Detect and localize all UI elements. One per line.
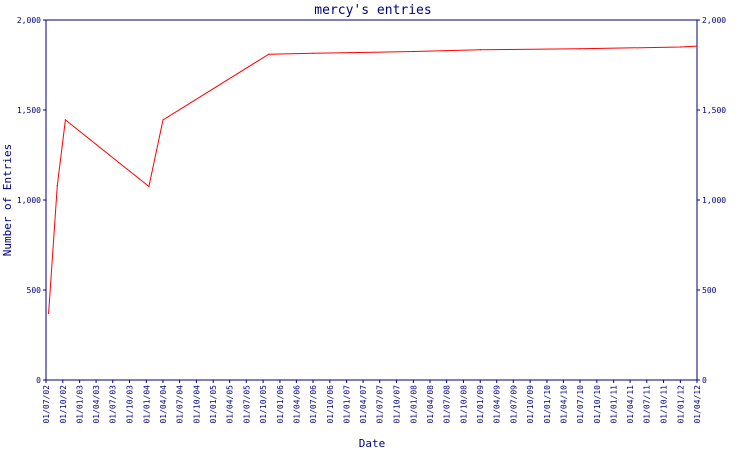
y-tick-right-label: 0 bbox=[702, 376, 707, 385]
x-tick-label: 01/10/05 bbox=[259, 385, 268, 424]
x-axis: 01/07/02 01/10/02 01/01/03 01/04/03 01/07/03… bbox=[42, 380, 702, 424]
x-tick-label: 01/07/11 bbox=[643, 385, 652, 424]
x-tick-label: 01/01/09 bbox=[476, 385, 485, 424]
entries-data-point bbox=[696, 45, 698, 47]
x-tick-label: 01/10/02 bbox=[59, 385, 68, 424]
x-tick-label: 01/04/05 bbox=[226, 385, 235, 424]
y-tick-right-label: 2,000 bbox=[702, 16, 726, 25]
x-tick-label: 01/01/05 bbox=[209, 385, 218, 424]
entries-data-point bbox=[64, 119, 66, 121]
x-tick-label: 01/10/03 bbox=[126, 385, 135, 424]
y-axis-right: 0 500 1,000 1,500 2,000 bbox=[697, 16, 726, 385]
series-layer bbox=[48, 45, 698, 314]
x-tick-label: 01/10/08 bbox=[459, 385, 468, 424]
entries-data-point bbox=[268, 53, 270, 55]
y-tick-left-label: 2,000 bbox=[17, 16, 41, 25]
y-tick-left-label: 1,000 bbox=[17, 196, 41, 205]
entries-data-point bbox=[312, 52, 314, 54]
x-tick-label: 01/01/06 bbox=[276, 385, 285, 424]
x-tick-label: 01/10/10 bbox=[593, 385, 602, 424]
x-tick-label: 01/01/12 bbox=[676, 385, 685, 424]
x-tick-label: 01/07/05 bbox=[242, 385, 251, 424]
plot-area-frame bbox=[45, 19, 698, 381]
x-tick-label: 01/04/12 bbox=[693, 385, 702, 424]
x-tick-label: 01/10/11 bbox=[660, 385, 669, 424]
x-tick-label: 01/07/10 bbox=[576, 385, 585, 424]
x-tick-label: 01/04/10 bbox=[559, 385, 568, 424]
y-tick-right-label: 500 bbox=[702, 286, 717, 295]
entries-data-point bbox=[412, 50, 414, 53]
x-tick-label: 01/01/07 bbox=[343, 385, 352, 424]
x-tick-label: 01/04/07 bbox=[359, 385, 368, 424]
entries-series-line bbox=[48, 45, 698, 314]
x-tick-label: 01/07/09 bbox=[509, 385, 518, 424]
entries-data-point bbox=[148, 185, 150, 188]
entries-data-point bbox=[162, 119, 164, 121]
x-tick-label: 01/07/07 bbox=[376, 385, 385, 424]
x-tick-label: 01/04/08 bbox=[426, 385, 435, 424]
x-tick-label: 01/04/03 bbox=[92, 385, 101, 424]
x-tick-label: 01/07/08 bbox=[443, 385, 452, 424]
x-tick-label: 01/04/06 bbox=[292, 385, 301, 424]
x-tick-label: 01/07/02 bbox=[42, 385, 51, 424]
chart-title: mercy's entries bbox=[314, 3, 431, 18]
y-axis-label: Number of Entries bbox=[1, 144, 14, 257]
x-tick-label: 01/01/03 bbox=[76, 385, 85, 424]
y-tick-left-label: 500 bbox=[27, 286, 42, 295]
x-tick-label: 01/10/07 bbox=[393, 385, 402, 424]
y-tick-right-label: 1,000 bbox=[702, 196, 726, 205]
x-tick-label: 01/01/10 bbox=[543, 385, 552, 424]
entries-data-point bbox=[48, 312, 50, 314]
x-tick-label: 01/04/04 bbox=[159, 385, 168, 424]
x-tick-label: 01/04/09 bbox=[493, 385, 502, 424]
x-axis-label: Date bbox=[359, 437, 386, 450]
entries-data-point bbox=[579, 48, 581, 50]
x-tick-label: 01/01/04 bbox=[142, 385, 151, 424]
x-tick-label: 01/07/03 bbox=[109, 385, 118, 424]
y-tick-left-label: 0 bbox=[36, 376, 41, 385]
x-tick-label: 01/07/06 bbox=[309, 385, 318, 424]
y-tick-right-label: 1,500 bbox=[702, 106, 726, 115]
entries-data-point bbox=[56, 185, 58, 187]
x-tick-label: 01/01/11 bbox=[610, 385, 619, 424]
entries-data-point bbox=[679, 46, 682, 48]
y-axis-left: 0 500 1,000 1,500 2,000 bbox=[17, 16, 46, 385]
entries-data-point bbox=[479, 49, 481, 51]
x-tick-label: 01/04/11 bbox=[626, 385, 635, 424]
x-tick-label: 01/07/04 bbox=[176, 385, 185, 424]
x-tick-label: 01/01/08 bbox=[409, 385, 418, 424]
y-tick-left-label: 1,500 bbox=[17, 106, 41, 115]
x-tick-label: 01/10/06 bbox=[326, 385, 335, 424]
x-tick-label: 01/10/09 bbox=[526, 385, 535, 424]
x-tick-label: 01/10/04 bbox=[192, 385, 201, 424]
